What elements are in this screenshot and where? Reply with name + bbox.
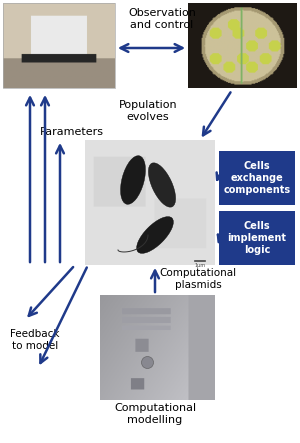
Ellipse shape	[148, 163, 176, 207]
Text: Computational
modelling: Computational modelling	[114, 403, 196, 425]
Text: Observation
and control: Observation and control	[128, 8, 196, 31]
Bar	[3, 3, 115, 88]
Text: 1μm: 1μm	[194, 263, 206, 268]
Ellipse shape	[121, 155, 146, 204]
Circle shape	[142, 357, 154, 369]
Text: Feedback
to model: Feedback to model	[10, 329, 60, 351]
Ellipse shape	[136, 217, 173, 253]
Text: Cells
implement
logic: Cells implement logic	[227, 221, 286, 255]
Text: Computational
plasmids: Computational plasmids	[159, 268, 237, 290]
FancyBboxPatch shape	[219, 211, 295, 265]
FancyBboxPatch shape	[219, 151, 295, 205]
Text: Population
evolves: Population evolves	[119, 100, 177, 122]
Text: Cells
exchange
components: Cells exchange components	[224, 161, 291, 195]
Text: Parameters: Parameters	[40, 127, 104, 137]
